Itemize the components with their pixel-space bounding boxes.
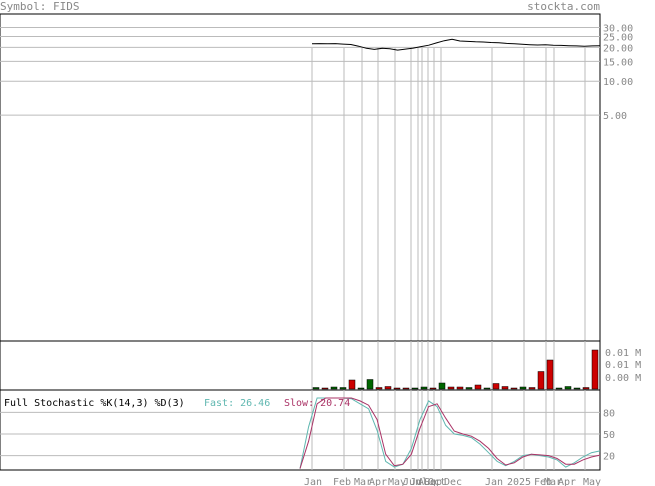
volume-bar <box>312 387 320 390</box>
volume-bar <box>492 383 500 390</box>
price-tick-label: 5.00 <box>603 111 627 122</box>
stochastic-panel: 80 50 20 Full Stochastic %K(14,3) %D(3) Fa… <box>0 389 615 471</box>
x-tick-label: Apr <box>558 477 576 486</box>
volume-bars <box>312 349 599 390</box>
x-tick-label: Sep <box>424 477 442 486</box>
volume-bar <box>330 386 338 390</box>
x-tick-label: Aug <box>418 477 436 486</box>
stochastic-tick-label: 20 <box>603 452 615 463</box>
price-tick-label: 15.00 <box>603 57 633 68</box>
x-tick-label: Mar <box>544 477 562 486</box>
x-tick-label: Feb <box>534 477 552 486</box>
volume-bar <box>465 387 473 390</box>
symbol-label: Symbol: FIDS <box>0 0 80 13</box>
volume-panel-frame <box>0 340 601 391</box>
x-tick-label: Oct <box>428 477 446 486</box>
volume-vertical-grid <box>311 341 586 390</box>
x-tick-label: Jan <box>304 477 322 486</box>
volume-tick-label: 0.00 M <box>605 373 641 384</box>
stochastic-axis-ticks: 80 50 20 <box>603 408 615 462</box>
volume-bar <box>357 387 365 390</box>
x-tick-label: Jul <box>410 477 428 486</box>
volume-bar <box>339 387 347 390</box>
volume-bar <box>501 386 509 390</box>
volume-bar <box>411 387 419 390</box>
x-tick-label: May <box>388 477 406 486</box>
price-horizontal-grid <box>0 27 600 116</box>
site-label: stockta.com <box>527 0 600 13</box>
stochastic-fast-line <box>299 397 601 469</box>
price-vertical-grid <box>311 48 586 341</box>
volume-bar <box>573 387 581 390</box>
volume-bar <box>375 387 383 390</box>
stochastic-slow-line <box>299 397 601 469</box>
stochastic-horizontal-grid <box>0 411 600 457</box>
volume-bar <box>384 386 392 390</box>
volume-bar <box>564 386 572 390</box>
x-tick-label: Jun <box>403 477 421 486</box>
volume-bar <box>582 387 590 390</box>
price-panel-frame <box>0 13 601 342</box>
volume-bar <box>546 359 554 390</box>
volume-bar <box>420 386 428 390</box>
volume-bar <box>429 387 437 390</box>
x-tick-label: May <box>583 477 601 486</box>
price-tick-label: 25.00 <box>603 32 633 43</box>
volume-tick-label: 0.01 M <box>605 360 641 371</box>
price-tick-label: 30.00 <box>603 24 633 35</box>
volume-bar <box>555 387 563 390</box>
price-series-line <box>311 38 601 51</box>
x-tick-label: Jan <box>485 477 503 486</box>
volume-bar <box>510 387 518 390</box>
volume-bar <box>321 387 329 390</box>
stochastic-tick-label: 80 <box>603 408 615 419</box>
price-tick-label: 10.00 <box>603 77 633 88</box>
volume-bar <box>537 371 545 390</box>
volume-bar <box>348 379 356 390</box>
stochastic-fast-label: Fast: 26.46 <box>204 398 270 409</box>
volume-bar <box>591 349 599 390</box>
volume-axis-ticks: 0.01 M0.01 M 0.00 M <box>605 348 641 384</box>
x-tick-label: Apr <box>369 477 387 486</box>
volume-bar <box>393 387 401 390</box>
volume-tick-label: 0.01 M <box>605 348 641 359</box>
volume-bar <box>519 386 527 390</box>
stochastic-title: Full Stochastic %K(14,3) %D(3) <box>4 398 185 409</box>
x-tick-label: 2025 <box>507 477 531 486</box>
volume-bar <box>483 387 491 390</box>
volume-bar <box>456 386 464 390</box>
x-tick-label: Mar <box>354 477 372 486</box>
volume-bar <box>402 387 410 390</box>
volume-bar <box>474 384 482 390</box>
stochastic-tick-label: 50 <box>603 430 615 441</box>
volume-bar <box>366 379 374 390</box>
volume-panel: 0.01 M0.01 M 0.00 M <box>0 340 641 391</box>
x-tick-label: Feb <box>333 477 351 486</box>
volume-bar <box>438 382 446 390</box>
volume-bar <box>528 387 536 390</box>
x-tick-label: Dec <box>444 477 462 486</box>
price-tick-label: 20.00 <box>603 43 633 54</box>
volume-bar <box>447 386 455 390</box>
stochastic-panel-frame <box>0 389 601 471</box>
